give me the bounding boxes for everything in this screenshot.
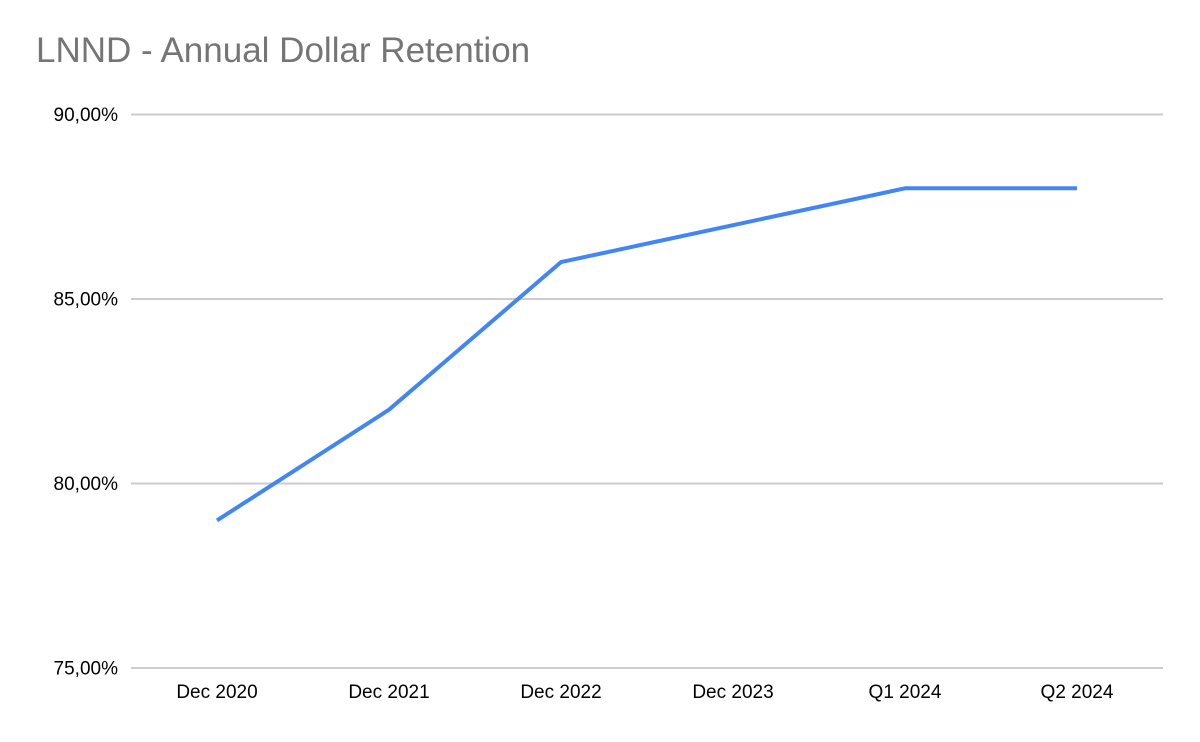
- y-axis-tick-label: 90,00%: [54, 105, 119, 126]
- x-axis-tick-label: Dec 2022: [520, 682, 601, 703]
- x-axis-tick-label: Q1 2024: [869, 682, 942, 703]
- chart-title: LNND - Annual Dollar Retention: [36, 31, 531, 70]
- x-axis-tick-label: Dec 2023: [692, 682, 773, 703]
- x-axis-tick-label: Q2 2024: [1041, 682, 1114, 703]
- y-axis-tick-label: 85,00%: [54, 290, 119, 311]
- retention-line: [215, 186, 1077, 523]
- y-axis-tick-label: 80,00%: [54, 474, 119, 495]
- y-axis-tick-label: 75,00%: [54, 659, 119, 680]
- x-axis-tick-label: Dec 2020: [176, 682, 257, 703]
- x-axis-tick-label: Dec 2021: [348, 682, 429, 703]
